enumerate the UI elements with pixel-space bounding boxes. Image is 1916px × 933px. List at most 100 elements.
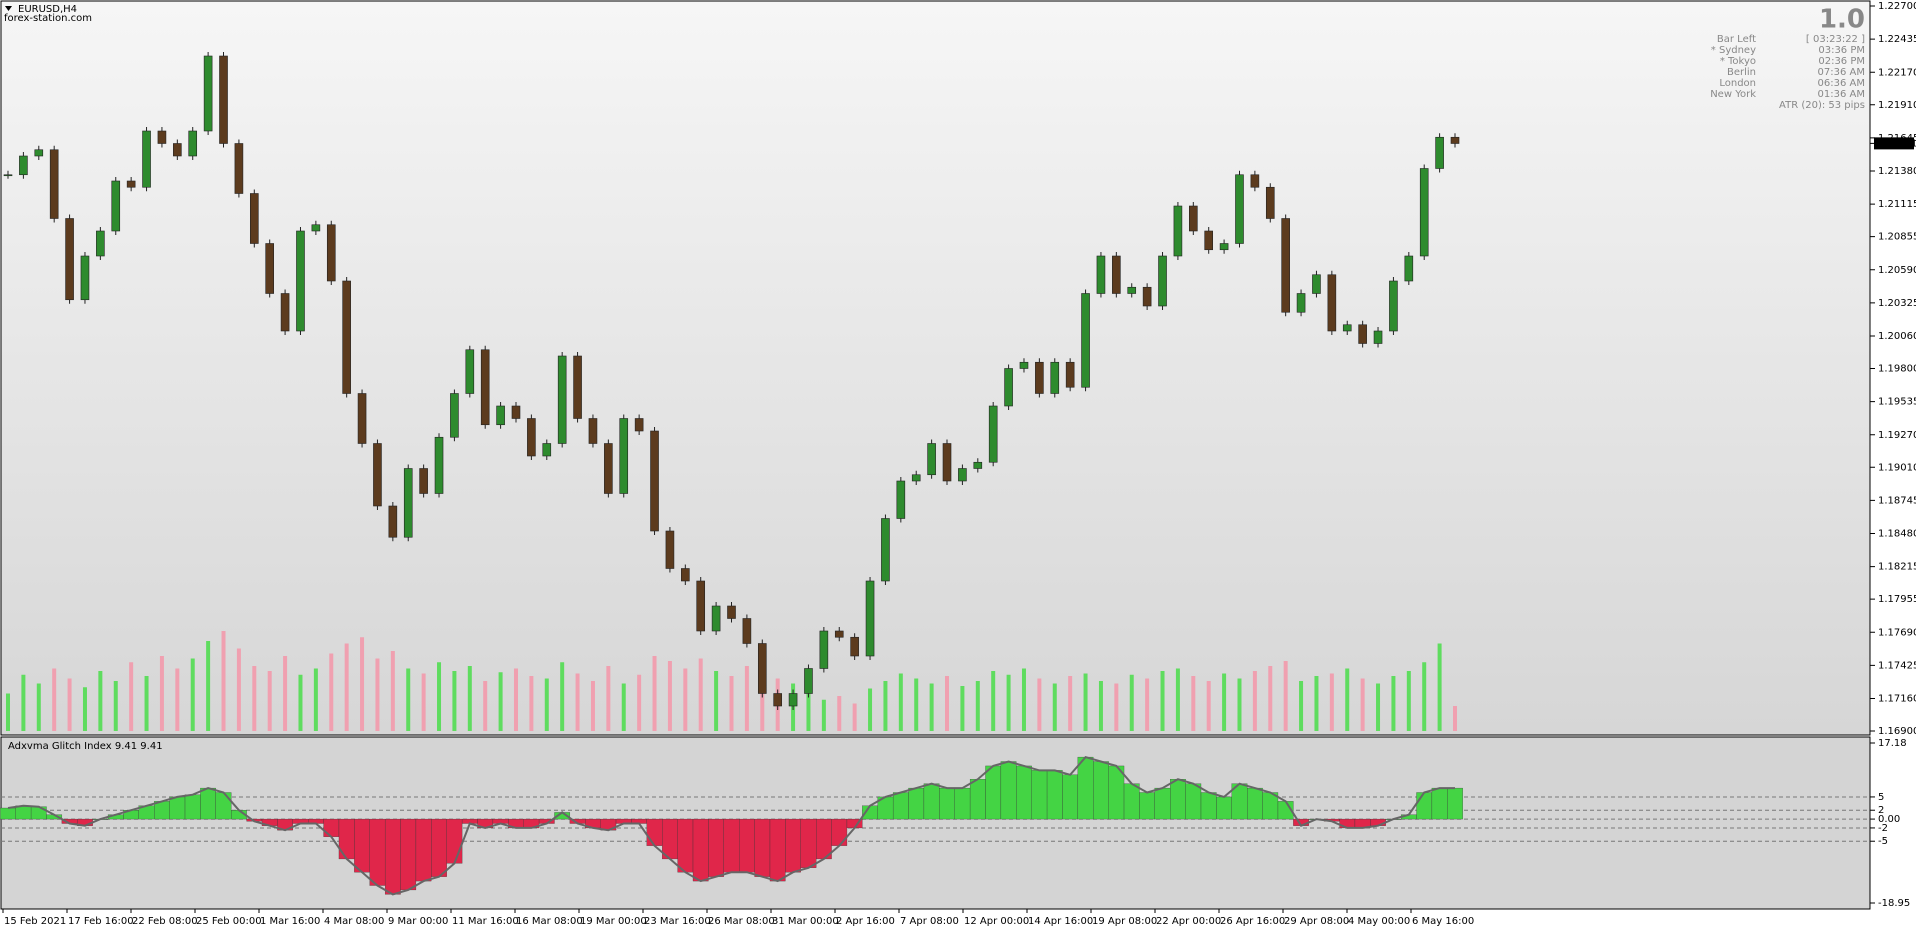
candle-body xyxy=(388,505,398,538)
volume-bar xyxy=(1345,668,1350,731)
candle-body xyxy=(834,630,844,638)
candle-body xyxy=(588,418,598,444)
volume-bar xyxy=(437,662,442,731)
candle-body xyxy=(1081,293,1090,388)
candle-body xyxy=(80,255,90,301)
candle-body xyxy=(1173,205,1183,257)
volume-bar xyxy=(298,674,303,731)
indicator-bar xyxy=(1139,792,1155,820)
volume-bar xyxy=(221,631,226,731)
candle-body xyxy=(1096,255,1106,294)
volume-bar xyxy=(960,686,965,731)
volume-bar xyxy=(1037,678,1042,731)
indicator-bar xyxy=(1123,783,1140,820)
volume-bar xyxy=(159,656,164,731)
candle-body xyxy=(96,230,105,257)
indicator-bar xyxy=(985,765,1002,820)
indicator-bar xyxy=(831,818,848,846)
volume-bar xyxy=(190,658,195,731)
x-tick-label: 15 Feb 2021 xyxy=(4,916,66,927)
indicator-bar xyxy=(769,818,786,882)
volume-bar xyxy=(1021,668,1026,731)
indicator-bar xyxy=(200,787,216,820)
candle-body xyxy=(157,130,167,144)
volume-bar xyxy=(1114,683,1119,731)
volume-bar xyxy=(1129,674,1134,731)
candle-body xyxy=(403,468,413,538)
symbol-title: EURUSD,H4 xyxy=(18,4,77,15)
candle-body xyxy=(265,243,274,294)
x-tick-label: 14 Apr 16:00 xyxy=(1028,916,1093,927)
indicator-bar xyxy=(708,818,724,877)
volume-bar xyxy=(1422,662,1427,731)
candle-body xyxy=(681,568,690,582)
candle-body xyxy=(1235,174,1244,244)
indicator-bar xyxy=(154,801,170,820)
candle-body xyxy=(326,224,336,282)
info-value: 06:36 AM xyxy=(1818,78,1865,89)
volume-bar xyxy=(267,671,272,731)
indicator-bar xyxy=(1447,787,1463,820)
volume-bar xyxy=(498,672,503,731)
x-tick-label: 9 Mar 00:00 xyxy=(388,916,448,927)
candle-body xyxy=(604,443,613,494)
x-tick-label: 22 Apr 00:00 xyxy=(1156,916,1221,927)
candle-body xyxy=(850,636,859,657)
y-tick-label: 1.22435 xyxy=(1878,34,1916,45)
candle-body xyxy=(434,436,444,494)
volume-bar xyxy=(1453,706,1457,731)
volume-bar xyxy=(544,678,549,731)
candle-body xyxy=(465,349,475,394)
candle-body xyxy=(973,461,983,469)
info-value: 03:36 PM xyxy=(1818,45,1865,56)
volume-bar xyxy=(529,676,534,731)
candle-body xyxy=(234,143,244,194)
x-tick-label: 26 Mar 08:00 xyxy=(708,916,775,927)
candle-body xyxy=(1065,361,1075,388)
candle-body xyxy=(804,668,813,694)
volume-bar xyxy=(929,683,934,731)
candle-body xyxy=(19,155,28,176)
indicator-bar xyxy=(1416,792,1433,820)
indicator-bar xyxy=(1093,761,1109,820)
volume-bar xyxy=(513,668,518,731)
volume-bar xyxy=(1252,671,1257,731)
indicator-bar xyxy=(323,818,340,837)
volume-bar xyxy=(1329,673,1334,731)
volume-bar xyxy=(1268,666,1273,731)
indicator-bar xyxy=(923,783,940,820)
candle-body xyxy=(1281,218,1290,313)
indicator-bar xyxy=(1000,761,1017,820)
atr-label: ATR (20): 53 pips xyxy=(1779,100,1865,111)
indicator-bar xyxy=(1200,792,1217,820)
volume-bar xyxy=(945,676,950,731)
y-tick-label: 1.19010 xyxy=(1878,462,1916,473)
candle-body xyxy=(1158,255,1167,307)
y-tick-label: 1.17690 xyxy=(1878,627,1916,638)
indicator-bar xyxy=(415,818,432,882)
indicator-bar xyxy=(939,787,955,820)
volume-bar xyxy=(744,666,749,731)
y-tick-label: -5 xyxy=(1878,836,1888,847)
indicator-bar xyxy=(692,818,709,882)
y-tick-label: 1.18215 xyxy=(1878,562,1916,573)
y-tick-label: 1.21115 xyxy=(1878,199,1916,210)
volume-bar xyxy=(868,688,873,731)
candle-body xyxy=(1312,274,1321,294)
volume-bar xyxy=(329,653,334,731)
indicator-bar xyxy=(215,792,232,820)
candle-body xyxy=(342,280,351,394)
candle-body xyxy=(1127,286,1137,294)
candle-body xyxy=(311,224,321,232)
candle-body xyxy=(881,518,890,582)
candle-body xyxy=(357,393,367,444)
candle-body xyxy=(126,180,136,188)
x-tick-label: 4 Mar 08:00 xyxy=(324,916,384,927)
indicator-bar xyxy=(1170,779,1186,820)
x-tick-label: 17 Feb 16:00 xyxy=(68,916,134,927)
candle-body xyxy=(773,693,782,707)
volume-bar xyxy=(1283,661,1288,731)
volume-bar xyxy=(252,666,257,731)
indicator-bar xyxy=(354,818,370,873)
volume-bar xyxy=(637,674,642,731)
